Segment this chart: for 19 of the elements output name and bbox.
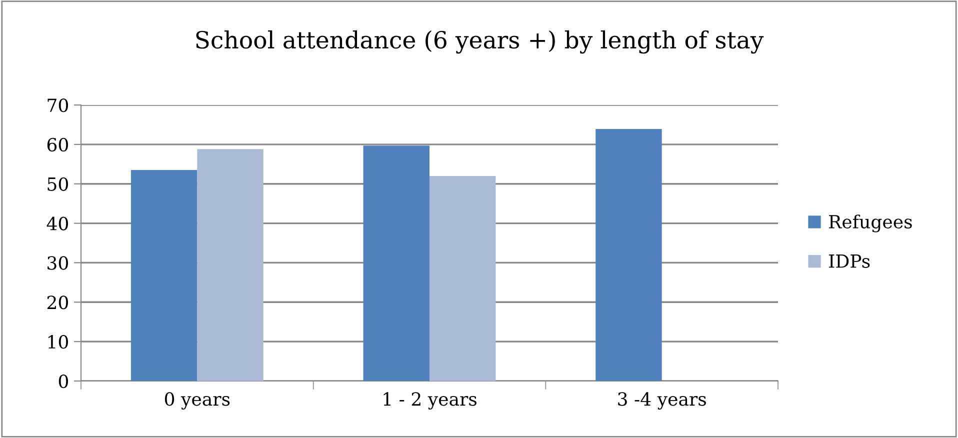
y-tick-label: 40 <box>46 216 68 230</box>
y-tick-label: 30 <box>48 256 68 270</box>
legend-label: IDPs <box>829 254 870 268</box>
bar <box>130 170 198 381</box>
y-tick-label: 60 <box>47 138 68 152</box>
bar <box>430 176 496 381</box>
y-tick-label: 50 <box>48 177 68 191</box>
y-tick-label: 0 <box>58 374 68 388</box>
x-tick-label: 0 years <box>164 392 230 410</box>
bar <box>197 149 264 381</box>
x-tick-label: 1 - 2 years <box>384 392 476 410</box>
legend-label: Refugees <box>829 214 912 232</box>
chart-title: School attendance (6 years +) by length of stay <box>196 30 764 54</box>
x-tick-label: 3 -4 years <box>618 392 706 410</box>
bar <box>363 146 430 381</box>
y-tick-label: 70 <box>48 98 68 112</box>
bar <box>596 129 662 381</box>
y-tick-label: 20 <box>47 296 68 310</box>
y-tick-label: 10 <box>48 335 68 349</box>
